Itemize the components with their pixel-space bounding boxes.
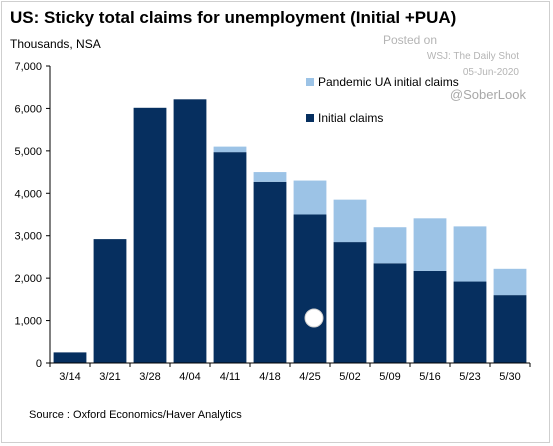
bar-initial-claims	[173, 99, 207, 363]
bar-pandemic-ua-claims	[293, 180, 327, 215]
x-tick-label: 4/11	[220, 371, 241, 383]
x-tick-label: 5/02	[339, 371, 360, 383]
source-note: Source : Oxford Economics/Haver Analytic…	[29, 409, 242, 421]
bar-initial-claims	[93, 239, 127, 363]
watermark-posted: Posted on	[382, 33, 437, 47]
legend-item-initial: Initial claims	[306, 111, 383, 125]
bar-pandemic-ua-claims	[413, 218, 447, 271]
x-tick-label: 5/30	[499, 371, 520, 383]
bar-initial-claims	[293, 214, 327, 363]
bar-pandemic-ua-claims	[373, 227, 407, 264]
bars	[53, 99, 527, 363]
y-axis-ticks: 0 1,000 2,000 3,000 4,000 5,000 6,000 7,000	[14, 61, 50, 370]
legend-swatch-initial	[306, 114, 314, 122]
bar-initial-claims	[493, 295, 527, 363]
watermark-source: WSJ: The Daily Shot	[426, 51, 519, 62]
watermark-handle: @SoberLook	[449, 87, 526, 102]
x-tick-label: 3/28	[139, 371, 160, 383]
y-tick-label: 7,000	[14, 61, 42, 73]
x-tick-label: 3/14	[59, 371, 80, 383]
bar-initial-claims	[53, 352, 87, 363]
marker-circle	[304, 308, 324, 328]
y-tick-label: 0	[36, 358, 42, 370]
unit-label: Thousands, NSA	[10, 37, 101, 51]
y-tick-label: 4,000	[14, 188, 42, 200]
x-tick-label: 4/18	[259, 371, 280, 383]
x-tick-label: 5/16	[419, 371, 440, 383]
x-tick-label: 4/25	[299, 371, 320, 383]
y-tick-label: 3,000	[14, 231, 42, 243]
bar-pandemic-ua-claims	[253, 172, 287, 182]
x-axis-ticks: 3/14 3/21 3/28 4/04 4/11 4/18 4/25 5/02 5/09 5/16…	[49, 363, 531, 383]
bar-initial-claims	[253, 181, 287, 363]
y-tick-label: 1,000	[14, 316, 42, 328]
y-tick-label: 5,000	[14, 146, 42, 158]
bar-pandemic-ua-claims	[453, 226, 487, 282]
x-tick-label: 5/09	[379, 371, 400, 383]
bar-initial-claims	[133, 107, 167, 363]
legend-item-pua: Pandemic UA initial claims	[306, 75, 459, 89]
legend-label-initial: Initial claims	[318, 111, 384, 125]
bar-pandemic-ua-claims	[493, 268, 527, 296]
legend-label-pua: Pandemic UA initial claims	[318, 75, 459, 89]
watermark-date: 05-Jun-2020	[462, 67, 519, 78]
bar-initial-claims	[333, 242, 367, 363]
y-tick-label: 6,000	[14, 103, 42, 115]
bar-initial-claims	[413, 270, 447, 363]
bar-pandemic-ua-claims	[333, 199, 367, 243]
bar-pandemic-ua-claims	[213, 146, 247, 153]
y-tick-label: 2,000	[14, 273, 42, 285]
bar-initial-claims	[373, 263, 407, 363]
bar-initial-claims	[453, 281, 487, 363]
x-tick-label: 3/21	[99, 371, 120, 383]
chart-title: US: Sticky total claims for unemployment…	[10, 8, 457, 27]
x-tick-label: 4/04	[179, 371, 200, 383]
bar-initial-claims	[213, 152, 247, 363]
x-tick-label: 5/23	[459, 371, 480, 383]
legend-swatch-pua	[306, 78, 314, 86]
